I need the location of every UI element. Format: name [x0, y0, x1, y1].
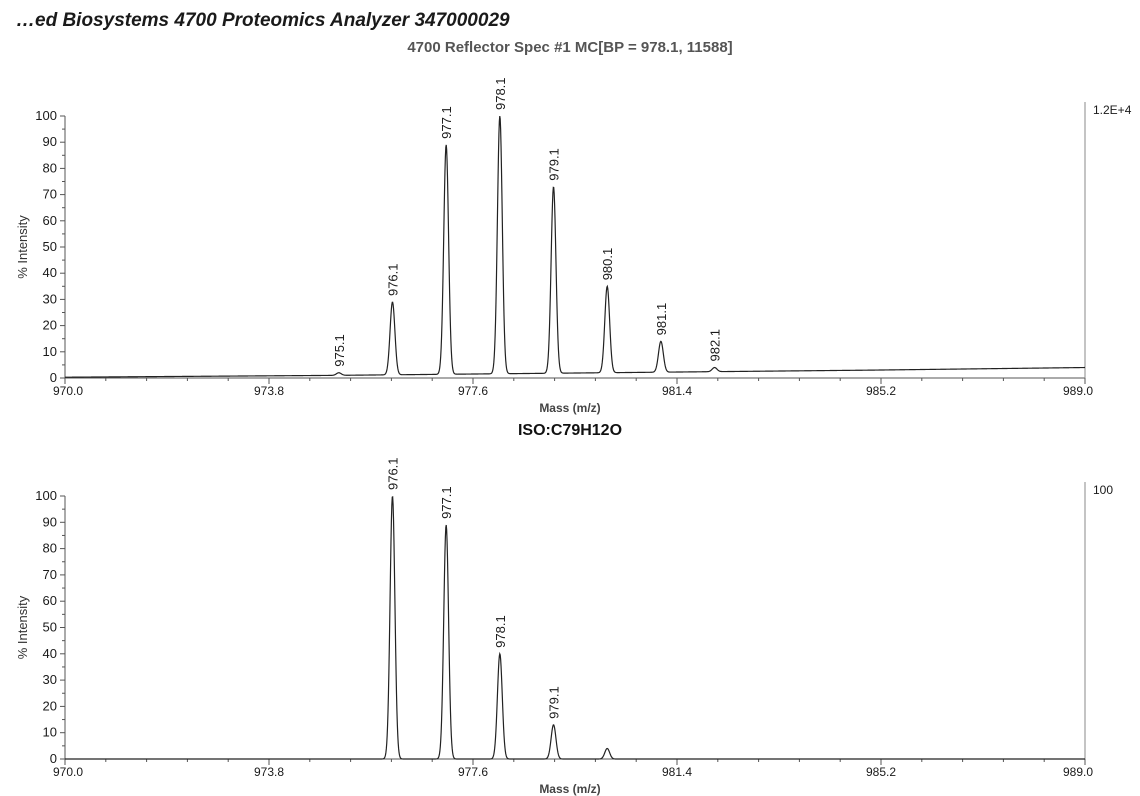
x-tick-label: 977.6: [458, 384, 488, 398]
y-tick-label: 40: [43, 646, 57, 661]
y-tick-label: 60: [43, 213, 57, 228]
y-tick-label: 70: [43, 567, 57, 582]
y-tick-label: 90: [43, 134, 57, 149]
peak-label: 977.1: [439, 106, 454, 139]
y-tick-label: 30: [43, 291, 57, 306]
x-tick-label: 970.0: [53, 765, 83, 779]
spectrum-trace: [65, 495, 1085, 760]
y-tick-label: 100: [35, 108, 57, 123]
y-tick-label: 0: [50, 370, 57, 385]
y-tick-label: 50: [43, 239, 57, 254]
y-tick-label: 30: [43, 672, 57, 687]
peak-label: 978.1: [493, 77, 508, 110]
x-tick-label: 970.0: [53, 384, 83, 398]
x-axis-label: Mass (m/z): [539, 401, 600, 415]
peak-label: 978.1: [493, 615, 508, 648]
peak-label: 976.1: [385, 263, 400, 296]
y-tick-label: 10: [43, 725, 57, 740]
peak-label: 979.1: [547, 148, 562, 181]
x-tick-label: 981.4: [662, 384, 692, 398]
peak-label: 976.1: [385, 457, 400, 490]
peak-label: 981.1: [654, 303, 669, 336]
y-tick-label: 20: [43, 698, 57, 713]
y-tick-label: 0: [50, 751, 57, 766]
y-tick-label: 10: [43, 344, 57, 359]
y-tick-label: 90: [43, 514, 57, 529]
y-tick-label: 80: [43, 541, 57, 556]
peak-label: 979.1: [547, 686, 562, 719]
y-tick-label: 20: [43, 318, 57, 333]
x-tick-label: 981.4: [662, 765, 692, 779]
x-tick-label: 985.2: [866, 384, 896, 398]
y-tick-label: 40: [43, 265, 57, 280]
peak-label: 977.1: [439, 486, 454, 519]
page-title: …ed Biosystems 4700 Proteomics Analyzer …: [16, 10, 510, 31]
x-tick-label: 989.0: [1063, 765, 1093, 779]
peak-label: 982.1: [708, 329, 723, 362]
x-tick-label: 985.2: [866, 765, 896, 779]
spectrum-trace: [65, 116, 1086, 378]
y-axis-label: % Intensity: [15, 595, 30, 659]
chart-title: 4700 Reflector Spec #1 MC[BP = 978.1, 11…: [407, 39, 732, 56]
y-tick-label: 100: [35, 488, 57, 503]
x-tick-label: 973.8: [254, 765, 284, 779]
y-tick-label: 70: [43, 187, 57, 202]
x-axis-label: Mass (m/z): [539, 782, 600, 796]
y-axis-label: % Intensity: [15, 215, 30, 279]
chart-title: ISO:C79H12O: [518, 422, 622, 439]
y-tick-label: 60: [43, 593, 57, 608]
x-tick-label: 973.8: [254, 384, 284, 398]
peak-label: 975.1: [332, 334, 347, 367]
max-intensity-label: 100: [1093, 483, 1113, 497]
y-tick-label: 80: [43, 160, 57, 175]
y-tick-label: 50: [43, 620, 57, 635]
peak-label: 980.1: [600, 248, 615, 281]
x-tick-label: 977.6: [458, 765, 488, 779]
max-intensity-label: 1.2E+4: [1093, 103, 1132, 117]
x-tick-label: 989.0: [1063, 384, 1093, 398]
